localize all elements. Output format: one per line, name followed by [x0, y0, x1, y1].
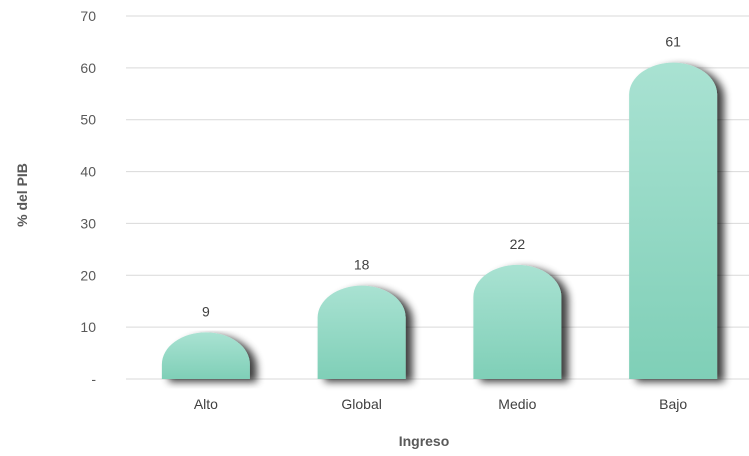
y-axis-title: % del PIB	[14, 163, 30, 227]
data-label: 9	[202, 303, 210, 319]
x-axis-ticks: Alto Global Medio Bajo	[194, 396, 688, 412]
data-label: 61	[665, 34, 681, 50]
x-axis-title: Ingreso	[399, 433, 450, 449]
y-axis-ticks: - 10 20 30 40 50 60 70	[80, 8, 96, 387]
gridlines	[126, 15, 749, 380]
x-tick-label: Bajo	[659, 396, 687, 412]
x-tick-label: Global	[341, 396, 381, 412]
bars	[161, 62, 718, 380]
y-tick-label: 60	[80, 60, 96, 76]
bar-alto	[161, 332, 250, 379]
y-tick-label: 50	[80, 112, 96, 128]
bar-medio	[473, 264, 562, 379]
y-tick-label: -	[91, 371, 96, 387]
y-tick-label: 20	[80, 267, 96, 283]
x-tick-label: Alto	[194, 396, 218, 412]
data-labels: 9 18 22 61	[202, 34, 681, 320]
data-label: 22	[510, 236, 526, 252]
bar-global	[317, 285, 406, 379]
y-tick-label: 30	[80, 215, 96, 231]
data-label: 18	[354, 257, 370, 273]
x-tick-label: Medio	[498, 396, 536, 412]
y-tick-label: 10	[80, 319, 96, 335]
y-tick-label: 40	[80, 164, 96, 180]
y-tick-label: 70	[80, 8, 96, 24]
bar-bajo	[629, 62, 718, 380]
